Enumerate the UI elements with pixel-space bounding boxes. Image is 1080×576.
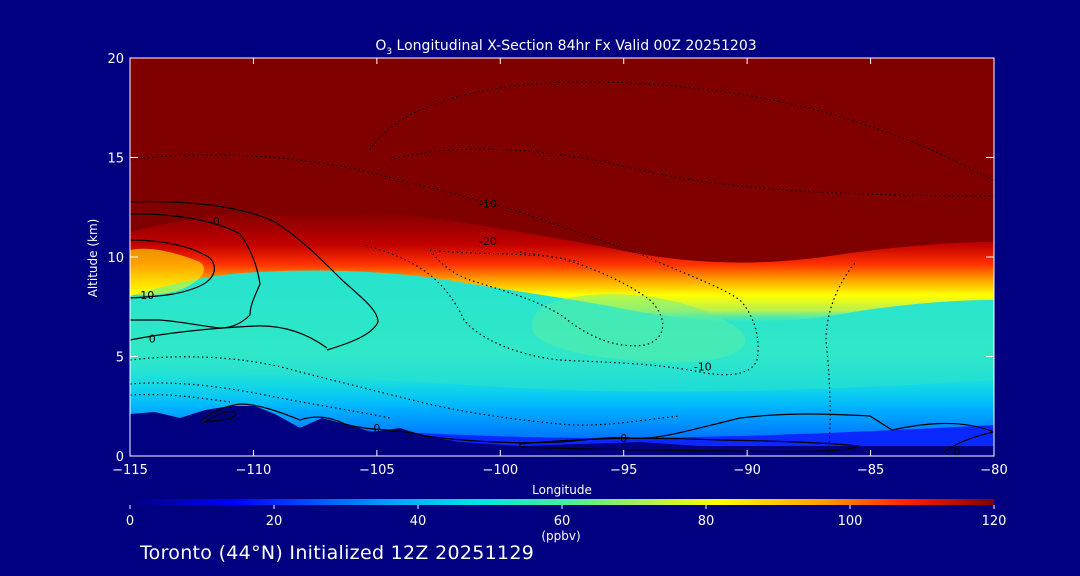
contour-label: 0 bbox=[373, 422, 380, 435]
y-tick-label: 5 bbox=[116, 351, 124, 366]
x-tick-label: −115 bbox=[112, 463, 148, 478]
upper-high-blob bbox=[130, 248, 204, 296]
x-tick-label: −100 bbox=[482, 463, 518, 478]
colorbar-tick-label: 20 bbox=[266, 514, 283, 529]
footer-caption: Toronto (44°N) Initialized 12Z 20251129 bbox=[140, 542, 535, 564]
mid-green-region bbox=[531, 294, 746, 363]
contour-dotted bbox=[389, 148, 994, 197]
colorbar-tick-label: 60 bbox=[554, 514, 571, 529]
colorbar-tick-label: 40 bbox=[410, 514, 427, 529]
x-tick-label: −105 bbox=[359, 463, 395, 478]
x-axis-label: Longitude bbox=[532, 483, 592, 497]
contour-label: 10 bbox=[140, 289, 154, 302]
contour-solid bbox=[130, 213, 261, 329]
colorbar-tick-label: 100 bbox=[838, 514, 863, 529]
x-tick-label: −85 bbox=[857, 463, 884, 478]
contour-label: -10 bbox=[479, 197, 497, 210]
colorbar bbox=[130, 499, 994, 505]
y-tick-label: 0 bbox=[116, 450, 124, 465]
colorbar-tick-label: 120 bbox=[982, 514, 1007, 529]
contour-dotted bbox=[519, 251, 581, 263]
contour-dotted bbox=[130, 393, 231, 403]
contour-label-group: 0 10 0 -10 -20 -10 0 0 0 bbox=[140, 197, 960, 459]
x-axis: −115 −110 −105 −100 −95 −90 −85 −80 bbox=[112, 58, 1008, 478]
y-tick-label: 10 bbox=[107, 251, 124, 266]
plot-area: 0 10 0 -10 -20 -10 0 0 0 bbox=[130, 58, 994, 459]
contour-dotted bbox=[130, 382, 391, 419]
colorbar-tick-label: 80 bbox=[698, 514, 715, 529]
contour-dotted bbox=[825, 261, 857, 456]
contour-solid bbox=[130, 325, 328, 349]
chart-title: O3 Longitudinal X-Section 84hr Fx Valid … bbox=[375, 38, 756, 57]
x-tick-label: −80 bbox=[980, 463, 1007, 478]
contour-label: 0 bbox=[213, 215, 220, 228]
colorbar-ticks: 0 20 40 60 80 100 120 bbox=[126, 505, 1007, 529]
contour-label: -10 bbox=[694, 360, 712, 373]
x-tick-label: −90 bbox=[733, 463, 760, 478]
contour-label: 0 bbox=[149, 333, 156, 346]
contour-solid bbox=[130, 200, 379, 351]
contour-label: 0 bbox=[953, 446, 960, 459]
terrain bbox=[130, 406, 994, 456]
contour-solid bbox=[202, 410, 237, 423]
y-axis-label: Altitude (km) bbox=[86, 219, 100, 298]
y-tick-label: 20 bbox=[107, 52, 124, 67]
contour-solid bbox=[130, 239, 215, 299]
contour-solid bbox=[199, 403, 994, 444]
contour-label: -20 bbox=[479, 235, 497, 248]
colorbar-tick-label: 0 bbox=[126, 514, 134, 529]
y-axis: 0 5 10 15 20 bbox=[107, 52, 994, 465]
contour-solid bbox=[943, 431, 994, 453]
x-tick-label: −110 bbox=[236, 463, 272, 478]
y-tick-label: 15 bbox=[107, 152, 124, 167]
tropopause-gradient bbox=[130, 210, 994, 322]
x-tick-label: −95 bbox=[610, 463, 637, 478]
contour-label: 0 bbox=[620, 432, 627, 445]
contour-solid bbox=[519, 437, 860, 453]
contour-dotted bbox=[130, 154, 759, 376]
colorbar-unit-label: (ppbv) bbox=[541, 529, 580, 543]
